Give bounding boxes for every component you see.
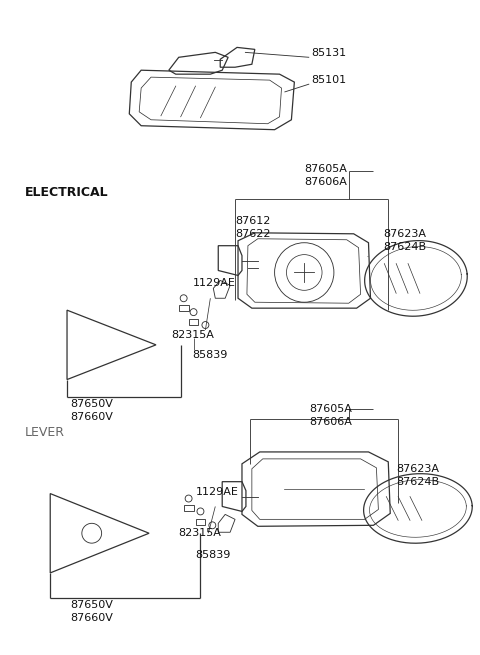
- Text: 87624B: 87624B: [384, 242, 426, 252]
- Bar: [195, 519, 205, 525]
- Text: 87605A: 87605A: [304, 164, 347, 174]
- Text: 87606A: 87606A: [309, 417, 352, 427]
- Bar: [184, 506, 193, 512]
- Text: 87622: 87622: [235, 229, 271, 239]
- Text: LEVER: LEVER: [24, 426, 64, 439]
- Text: 82315A: 82315A: [171, 330, 214, 340]
- Text: 87624B: 87624B: [396, 477, 439, 487]
- Text: 85839: 85839: [192, 350, 228, 360]
- Text: 85131: 85131: [311, 48, 346, 58]
- Text: 87660V: 87660V: [70, 412, 113, 422]
- Text: ELECTRICAL: ELECTRICAL: [24, 186, 108, 199]
- Text: 87660V: 87660V: [70, 612, 113, 622]
- Text: 87623A: 87623A: [384, 229, 426, 239]
- Text: 85101: 85101: [311, 75, 346, 85]
- Bar: [179, 305, 189, 311]
- Text: 87650V: 87650V: [70, 600, 113, 610]
- Text: 1129AE: 1129AE: [192, 278, 235, 288]
- Text: 87650V: 87650V: [70, 400, 113, 409]
- Text: 82315A: 82315A: [179, 529, 222, 538]
- Text: 85839: 85839: [195, 550, 231, 560]
- Bar: [189, 319, 199, 325]
- Text: 87623A: 87623A: [396, 464, 439, 474]
- Text: 87612: 87612: [235, 216, 270, 226]
- Text: 87606A: 87606A: [304, 178, 347, 187]
- Text: 1129AE: 1129AE: [195, 487, 239, 496]
- Text: 87605A: 87605A: [309, 404, 352, 415]
